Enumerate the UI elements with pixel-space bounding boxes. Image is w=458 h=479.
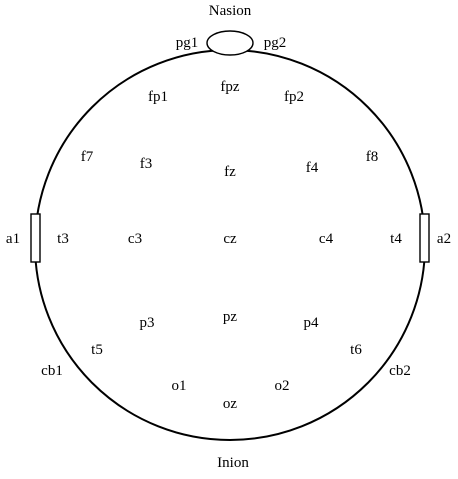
electrode-pg1: pg1 xyxy=(176,35,199,51)
electrode-cz: cz xyxy=(223,231,237,247)
electrode-fp1: fp1 xyxy=(148,89,168,105)
electrode-t5: t5 xyxy=(91,342,103,358)
electrode-o1: o1 xyxy=(172,378,187,394)
electrode-oz: oz xyxy=(223,396,238,412)
nasion-label: Nasion xyxy=(209,3,252,19)
electrode-f8: f8 xyxy=(366,149,379,165)
nose-ellipse xyxy=(206,30,254,56)
electrode-f7: f7 xyxy=(81,149,94,165)
electrode-c4: c4 xyxy=(319,231,334,247)
electrode-t3: t3 xyxy=(57,231,69,247)
electrode-a1: a1 xyxy=(6,231,20,247)
electrode-fp2: fp2 xyxy=(284,89,304,105)
electrode-pg2: pg2 xyxy=(264,35,287,51)
electrode-c3: c3 xyxy=(128,231,142,247)
electrode-t4: t4 xyxy=(390,231,402,247)
electrode-o2: o2 xyxy=(275,378,290,394)
electrode-f3: f3 xyxy=(140,156,153,172)
electrode-t6: t6 xyxy=(350,342,362,358)
electrode-fpz: fpz xyxy=(220,79,239,95)
right-ear xyxy=(419,213,430,263)
electrode-p3: p3 xyxy=(140,315,155,331)
electrode-cb1: cb1 xyxy=(41,363,63,379)
left-ear xyxy=(30,213,41,263)
electrode-f4: f4 xyxy=(306,160,319,176)
electrode-fz: fz xyxy=(224,164,236,180)
electrode-pz: pz xyxy=(223,309,238,325)
electrode-p4: p4 xyxy=(304,315,320,331)
electrode-a2: a2 xyxy=(437,231,451,247)
electrode-cb2: cb2 xyxy=(389,363,411,379)
inion-label: Inion xyxy=(217,455,249,471)
